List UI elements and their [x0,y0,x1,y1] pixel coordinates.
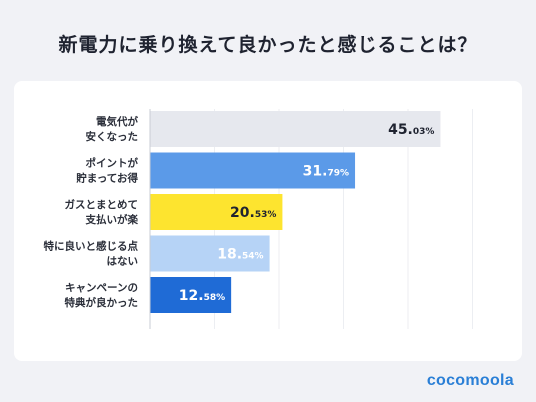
bar-5 [150,277,232,313]
brand-logo: cocomoola [426,372,514,389]
category-label-line: 電気代が [96,115,138,128]
value-decimal: 53% [255,210,277,220]
category-label-line: 支払いが楽 [85,213,139,226]
chart-card: 電気代が安くなった 45.03% ポイントが貯まってお得 31.79% ガスとまとめて支… [14,81,522,361]
category-label-line: 貯まってお得 [76,172,138,185]
value-decimal: 54% [242,252,264,262]
bar-3 [150,194,283,230]
value-integer: 18. [217,247,242,263]
category-label-line: 特典が良かった [65,296,139,309]
value-label-4: 18.54% [217,247,263,263]
bar-1 [150,111,441,147]
category-label-line: ポイントが [86,157,139,170]
chart-title: 新電力に乗り換えて良かったと感じることは？ [58,34,478,56]
bar-chart: 電気代が安くなった 45.03% ポイントが貯まってお得 31.79% ガスとまとめて支… [44,109,473,329]
value-label-5: 12.58% [179,288,225,304]
category-label-line: キャンペーンの [65,282,138,294]
category-label-4: 特に良いと感じる点はない [44,240,139,268]
value-label-1: 45.03% [388,122,434,138]
category-label-line: はない [107,256,139,268]
category-label-3: ガスとまとめて支払いが楽 [65,198,139,226]
value-decimal: 79% [327,169,349,179]
value-integer: 45. [388,122,413,138]
category-label-line: 安くなった [86,130,139,143]
category-label-5: キャンペーンの特典が良かった [65,282,139,309]
bar-2 [150,152,356,189]
value-decimal: 03% [413,127,435,137]
value-integer: 12. [179,288,204,304]
bar-4 [150,235,270,272]
value-integer: 20. [230,205,255,221]
value-label-3: 20.53% [230,205,276,221]
value-integer: 31. [303,164,328,180]
category-label-1: 電気代が安くなった [86,115,139,143]
value-label-2: 31.79% [303,164,349,180]
category-label-line: 特に良いと感じる点 [44,240,139,253]
category-label-line: ガスとまとめて [65,198,139,211]
category-label-2: ポイントが貯まってお得 [76,157,138,185]
value-decimal: 58% [204,293,226,303]
